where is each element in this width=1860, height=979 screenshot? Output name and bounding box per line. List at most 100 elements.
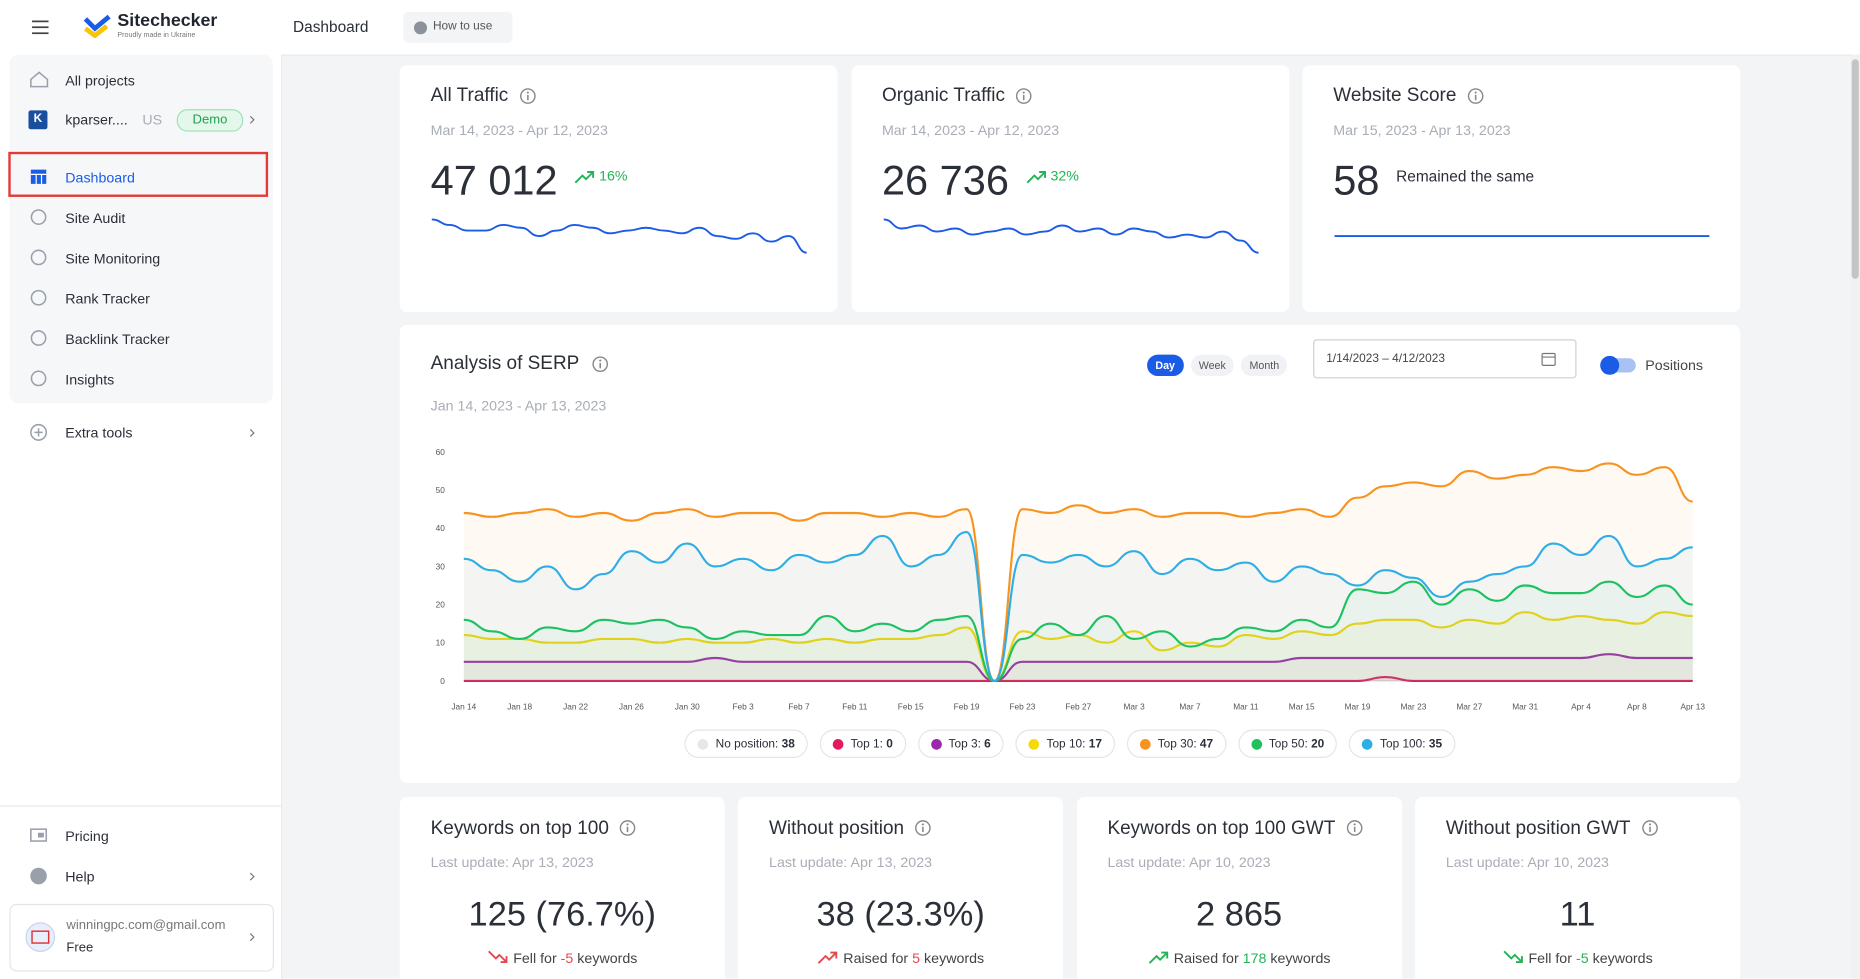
trend-up-icon bbox=[1148, 951, 1168, 964]
menu-icon[interactable] bbox=[32, 20, 49, 35]
nav-group bbox=[9, 54, 273, 404]
y-tick-label: 60 bbox=[436, 447, 446, 457]
period-button[interactable]: Month bbox=[1241, 354, 1288, 377]
legend-dot bbox=[1028, 738, 1040, 750]
x-tick-label: Jan 26 bbox=[619, 701, 644, 711]
series-line bbox=[463, 676, 1693, 682]
nav-item[interactable]: Dashboard bbox=[65, 169, 135, 187]
x-tick-label: Mar 3 bbox=[1124, 701, 1146, 711]
period-button[interactable]: Day bbox=[1147, 354, 1184, 377]
info-icon[interactable] bbox=[519, 88, 536, 105]
period-button[interactable]: Week bbox=[1190, 354, 1235, 377]
x-tick-label: Feb 27 bbox=[1065, 701, 1091, 711]
x-tick-label: Jan 30 bbox=[675, 701, 700, 711]
card-change: 16% bbox=[599, 167, 628, 184]
info-icon[interactable] bbox=[1467, 88, 1484, 105]
info-icon[interactable] bbox=[1641, 820, 1658, 837]
series-area bbox=[463, 463, 1693, 681]
legend-item[interactable]: Top 10035 bbox=[1349, 729, 1456, 758]
series-line bbox=[463, 462, 1694, 682]
card-value: 125 (76.7%) bbox=[468, 895, 656, 934]
card-change: Fell for -5 keywords bbox=[1415, 950, 1740, 967]
account-plan: Free bbox=[66, 940, 94, 955]
sidebar: All projects K kparser.... US Demo Dashb… bbox=[0, 54, 283, 979]
card-value: 58 bbox=[1333, 157, 1380, 205]
card-title: All Traffic bbox=[430, 85, 509, 106]
x-tick-label: Feb 7 bbox=[788, 701, 810, 711]
change-amount: 178 bbox=[1242, 950, 1267, 967]
x-tick-label: Feb 23 bbox=[1009, 701, 1035, 711]
legend-count: 35 bbox=[1422, 737, 1442, 750]
date-range[interactable]: 1/14/2023 – 4/12/2023 bbox=[1313, 339, 1577, 379]
card-value: 26 736 bbox=[881, 157, 1009, 205]
extra-tools[interactable]: Extra tools bbox=[65, 424, 133, 442]
info-icon[interactable] bbox=[915, 820, 932, 837]
demo-badge: Demo bbox=[176, 109, 244, 132]
nav-item[interactable]: Site Monitoring bbox=[65, 250, 161, 267]
legend-item[interactable]: Top 36 bbox=[917, 729, 1004, 758]
x-tick-label: Apr 4 bbox=[1571, 701, 1591, 711]
nav-item[interactable]: Site Audit bbox=[65, 209, 126, 227]
nav-item[interactable]: Insights bbox=[65, 371, 115, 388]
legend-item[interactable]: No position38 bbox=[684, 729, 808, 758]
legend-dot bbox=[1139, 738, 1151, 750]
series-area bbox=[463, 581, 1693, 681]
legend-dot bbox=[1362, 738, 1373, 750]
project-name[interactable]: kparser.... bbox=[65, 111, 128, 129]
x-tick-label: Mar 11 bbox=[1233, 701, 1259, 711]
card-title: Without position GWT bbox=[1445, 818, 1631, 839]
legend-count: 47 bbox=[1193, 737, 1213, 750]
nav-icon bbox=[30, 330, 47, 346]
x-tick-label: Jan 14 bbox=[451, 701, 476, 711]
legend-item[interactable]: Top 10 bbox=[819, 729, 906, 758]
y-tick-label: 10 bbox=[436, 638, 446, 648]
help[interactable]: Help bbox=[65, 868, 95, 885]
all-projects[interactable]: All projects bbox=[65, 72, 135, 89]
account[interactable]: winningpc.com@gmail.com Free bbox=[9, 903, 275, 972]
legend-dot bbox=[832, 738, 844, 750]
card-dates: Mar 15, 2023 - Apr 13, 2023 bbox=[1333, 122, 1511, 139]
x-tick-label: Mar 19 bbox=[1345, 701, 1371, 711]
change-text: Fell for bbox=[1528, 950, 1572, 967]
highlight-box bbox=[8, 151, 269, 197]
card-title: Without position bbox=[769, 818, 905, 839]
card-title: Website Score bbox=[1333, 85, 1457, 106]
card-dates: Mar 14, 2023 - Apr 12, 2023 bbox=[881, 122, 1060, 139]
trend-up-icon bbox=[817, 951, 838, 964]
legend: No position38 Top 10 Top 36 Top 1017 Top 304… bbox=[400, 729, 1740, 758]
x-tick-label: Feb 15 bbox=[898, 701, 924, 711]
legend-count: 38 bbox=[775, 737, 795, 750]
brand: Sitechecker bbox=[117, 10, 218, 31]
change-amount: 5 bbox=[912, 950, 921, 967]
how-to-use[interactable]: How to use bbox=[403, 11, 513, 43]
info-icon[interactable] bbox=[1346, 820, 1363, 837]
serp-chart: 0 10 20 30 40 50 60 Jan 14 Jan 18 Jan 22 Jan 26 Jan… bbox=[436, 447, 1706, 711]
y-tick-label: 30 bbox=[436, 561, 446, 571]
legend-name: No position bbox=[715, 737, 776, 751]
legend-count: 0 bbox=[880, 737, 893, 750]
x-tick-label: Jan 18 bbox=[507, 701, 532, 711]
date-range-text: 1/14/2023 – 4/12/2023 bbox=[1326, 352, 1445, 366]
positions-toggle[interactable] bbox=[1599, 355, 1637, 375]
pricing[interactable]: Pricing bbox=[65, 827, 109, 845]
legend-item[interactable]: Top 5020 bbox=[1238, 729, 1338, 758]
card-title: Keywords on top 100 bbox=[430, 818, 609, 839]
card-change: Raised for 5 keywords bbox=[738, 950, 1063, 967]
sparkline bbox=[883, 218, 1259, 254]
nav-item[interactable]: Rank Tracker bbox=[65, 290, 150, 308]
change-unit: keywords bbox=[924, 950, 985, 967]
info-icon[interactable] bbox=[592, 356, 609, 373]
series-line bbox=[463, 531, 1693, 682]
trend-down-icon bbox=[1502, 950, 1523, 963]
nav-item[interactable]: Backlink Tracker bbox=[65, 330, 170, 348]
card-updated: Last update: Apr 13, 2023 bbox=[769, 854, 933, 871]
summary-card: Organic Traffic Mar 14, 2023 - Apr 12, 20… bbox=[851, 65, 1289, 312]
legend-item[interactable]: Top 3047 bbox=[1126, 729, 1227, 758]
card-change: Raised for 178 keywords bbox=[1077, 950, 1402, 967]
page-title: Dashboard bbox=[292, 17, 369, 36]
serp-card: Analysis of SERP Jan 14, 2023 - Apr 13, … bbox=[399, 325, 1741, 783]
info-icon[interactable] bbox=[1016, 88, 1033, 105]
tagline: Proudly made in Ukraine bbox=[117, 32, 196, 40]
info-icon[interactable] bbox=[620, 820, 637, 837]
legend-item[interactable]: Top 1017 bbox=[1015, 729, 1115, 758]
